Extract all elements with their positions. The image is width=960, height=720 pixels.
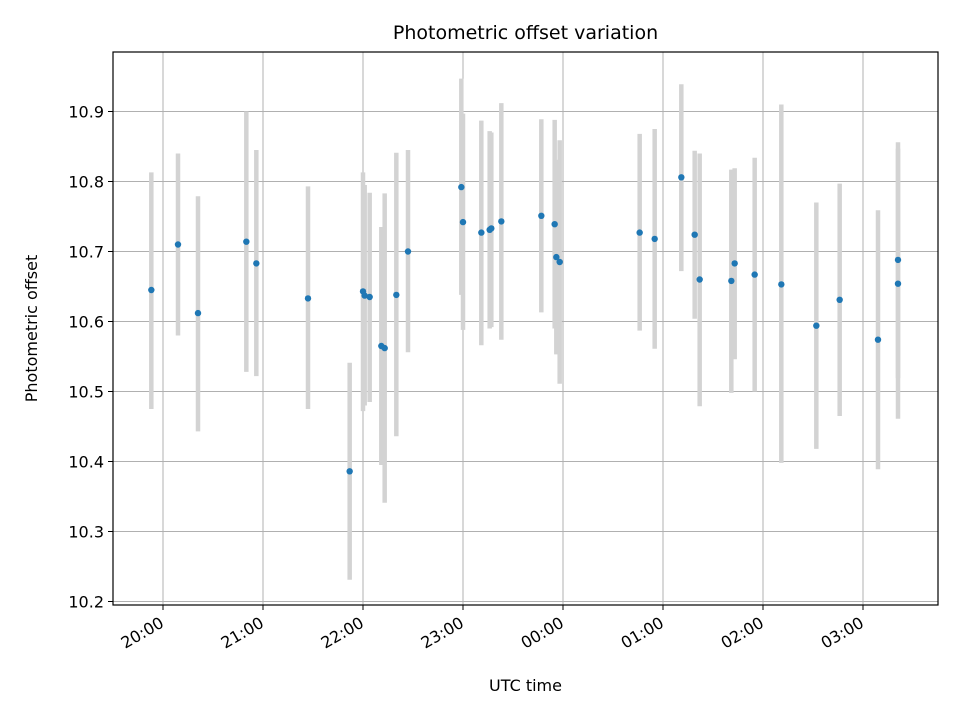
grid-lines — [113, 52, 938, 605]
y-tick-label: 10.4 — [68, 453, 104, 472]
data-point — [553, 253, 560, 261]
data-point — [651, 235, 658, 243]
y-tick-label: 10.9 — [68, 103, 104, 122]
data-point — [836, 296, 843, 303]
x-tick-label: 00:00 — [518, 613, 567, 653]
data-point — [751, 271, 758, 278]
axis-ticks: 20:00 21:00 22:00 23:00 00:00 01:00 02:00 03:00… — [68, 103, 867, 653]
data-point — [304, 295, 312, 302]
data-points — [148, 174, 902, 475]
x-tick-label: 21:00 — [218, 613, 267, 653]
data-point — [366, 293, 373, 301]
y-axis-label: Photometric offset — [22, 255, 41, 403]
data-point — [478, 229, 485, 236]
x-tick-label: 22:00 — [318, 613, 367, 653]
data-point — [538, 212, 545, 219]
data-point — [696, 276, 703, 283]
y-tick-label: 10.8 — [68, 173, 104, 192]
data-point — [459, 218, 467, 226]
data-point — [381, 344, 388, 352]
data-point — [874, 336, 882, 343]
data-point — [361, 292, 368, 299]
data-point — [404, 248, 412, 255]
data-point — [393, 291, 400, 299]
data-point — [556, 258, 563, 266]
y-tick-label: 10.3 — [68, 523, 104, 542]
x-tick-label: 01:00 — [618, 613, 667, 653]
data-point — [243, 238, 250, 245]
x-axis-label: UTC time — [489, 676, 562, 695]
data-point — [174, 241, 182, 248]
data-point — [346, 468, 353, 475]
data-point — [498, 218, 505, 225]
data-point — [148, 286, 155, 294]
data-point — [636, 229, 643, 236]
data-point — [894, 256, 902, 264]
x-tick-label: 20:00 — [118, 613, 167, 653]
data-point — [253, 260, 260, 267]
data-point — [678, 174, 685, 181]
plot-area-frame — [112, 51, 939, 606]
data-point — [778, 281, 785, 288]
x-tick-label: 03:00 — [818, 613, 867, 653]
y-tick-label: 10.7 — [68, 243, 104, 262]
chart-title: Photometric offset variation — [393, 22, 658, 44]
data-point — [488, 225, 495, 232]
y-tick-label: 10.5 — [68, 383, 104, 402]
data-point — [458, 183, 465, 191]
x-tick-label: 23:00 — [418, 613, 467, 653]
data-point — [894, 280, 902, 287]
data-point — [551, 221, 558, 228]
data-point — [731, 260, 738, 267]
y-tick-label: 10.2 — [68, 593, 104, 612]
data-point — [813, 322, 820, 329]
x-tick-label: 02:00 — [718, 613, 767, 653]
y-tick-label: 10.6 — [68, 313, 104, 332]
data-point — [691, 231, 698, 238]
data-point — [728, 277, 735, 285]
data-point — [194, 309, 202, 317]
